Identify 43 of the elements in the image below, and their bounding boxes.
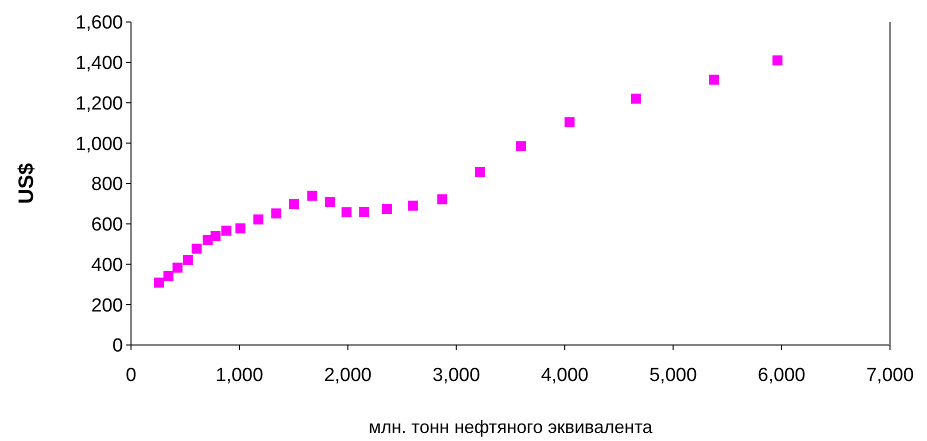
x-axis-title: млн. тонн нефтяного эквивалента (368, 417, 654, 437)
point (271, 208, 282, 218)
point (437, 194, 448, 204)
point (172, 262, 183, 273)
point (564, 117, 575, 128)
x-tick-label: 1,000 (216, 365, 264, 386)
y-tick-label: 1,400 (75, 53, 123, 74)
point (182, 255, 193, 266)
x-tick-label: 7,000 (866, 365, 914, 386)
point (408, 200, 418, 211)
point (210, 230, 221, 241)
y-tick-label: 200 (91, 295, 123, 316)
y-tick-label: 1,200 (75, 93, 123, 114)
point (474, 166, 485, 177)
point (154, 278, 164, 288)
x-tick-label: 4,000 (540, 365, 588, 386)
point (253, 214, 264, 224)
y-axis-title: US$ (15, 162, 38, 204)
x-tick-label: 6,000 (758, 365, 806, 386)
point (382, 204, 392, 214)
y-tick-label: 400 (91, 254, 123, 276)
y-tick-label: 1,600 (75, 12, 123, 34)
y-tick-label: 0 (112, 336, 123, 357)
x-tick-label: 3,000 (432, 365, 480, 386)
point (221, 226, 232, 236)
point (342, 207, 352, 218)
point (359, 206, 370, 217)
y-tick-label: 800 (91, 174, 123, 196)
x-tick-label: 0 (126, 365, 136, 386)
x-tick-label: 2,000 (324, 365, 372, 386)
point (772, 55, 782, 66)
y-tick-label: 1,000 (75, 134, 123, 155)
point (163, 270, 174, 281)
point (630, 94, 641, 104)
y-tick-label: 600 (91, 214, 123, 236)
point (192, 244, 202, 254)
point (307, 190, 318, 201)
point (288, 199, 299, 210)
x-tick-label: 5,000 (649, 365, 697, 386)
point (709, 74, 720, 85)
point (325, 197, 336, 208)
point (235, 223, 246, 234)
point (516, 141, 526, 152)
